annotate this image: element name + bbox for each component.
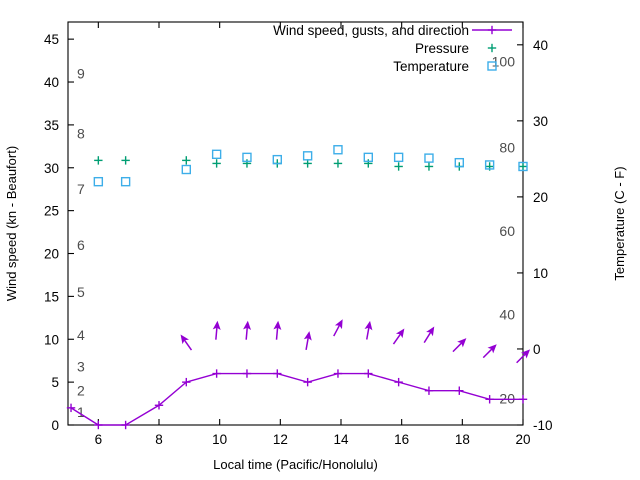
y-tick-label: 5 bbox=[51, 375, 59, 390]
beaufort-inner-label: 1 bbox=[77, 404, 85, 420]
fahrenheit-inner-label: 40 bbox=[499, 307, 515, 323]
y2-tick-label: 20 bbox=[533, 190, 548, 205]
beaufort-inner-label: 3 bbox=[77, 359, 85, 375]
x-tick-label: 14 bbox=[333, 432, 349, 447]
beaufort-inner-label: 5 bbox=[77, 284, 85, 300]
beaufort-inner-label: 8 bbox=[77, 125, 85, 141]
x-tick-label: 12 bbox=[273, 432, 288, 447]
temperature-point bbox=[272, 154, 282, 165]
beaufort-inner-label: 7 bbox=[77, 181, 85, 197]
wind-direction-arrow bbox=[516, 349, 531, 364]
fahrenheit-inner-label: 20 bbox=[499, 390, 515, 406]
legend-label-square: Temperature bbox=[393, 59, 469, 74]
temperature-point bbox=[242, 152, 252, 163]
wind-direction-arrow bbox=[452, 338, 467, 353]
wind-direction-arrow bbox=[392, 328, 405, 345]
legend-sample-marker bbox=[487, 61, 497, 71]
temperature-point bbox=[454, 157, 464, 168]
y-tick-label: 25 bbox=[44, 204, 59, 219]
temperature-point bbox=[424, 153, 434, 163]
fahrenheit-inner-label: 100 bbox=[492, 54, 516, 70]
y2-axis-title: Temperature (C - F) bbox=[612, 166, 627, 280]
legend-label-plus: Pressure bbox=[415, 41, 469, 56]
temperature-point bbox=[518, 161, 528, 172]
beaufort-inner-label: 4 bbox=[77, 327, 85, 343]
plot-frame bbox=[67, 21, 524, 426]
y2-tick-label: -10 bbox=[533, 418, 553, 433]
y-tick-label: 40 bbox=[44, 75, 59, 90]
y2-tick-label: 30 bbox=[533, 114, 548, 129]
x-tick-label: 16 bbox=[394, 432, 409, 447]
y-axis-title: Wind speed (kn - Beaufort) bbox=[4, 146, 19, 301]
y2-tick-label: 40 bbox=[533, 38, 548, 53]
wind-direction-arrow bbox=[273, 320, 282, 340]
y-tick-label: 45 bbox=[44, 32, 59, 47]
wind-direction-arrow bbox=[333, 319, 343, 337]
temperature-point bbox=[181, 164, 192, 175]
y2-tick-label: 10 bbox=[533, 266, 548, 281]
wind-direction-arrow bbox=[423, 326, 435, 343]
temperature-point bbox=[120, 176, 131, 187]
beaufort-inner-label: 9 bbox=[77, 65, 85, 81]
x-tick-label: 8 bbox=[155, 432, 163, 447]
temperature-point bbox=[333, 145, 343, 155]
wind-direction-arrow bbox=[180, 334, 193, 351]
wind-direction-arrow bbox=[243, 320, 252, 340]
x-axis-title: Local time (Pacific/Honolulu) bbox=[213, 457, 378, 472]
temperature-point bbox=[302, 151, 313, 161]
x-tick-label: 10 bbox=[212, 432, 227, 447]
temperature-point bbox=[93, 176, 104, 187]
beaufort-inner-label: 2 bbox=[77, 383, 85, 399]
legend-label-line-plus: Wind speed, gusts, and direction bbox=[273, 23, 469, 38]
y-tick-label: 10 bbox=[44, 332, 59, 347]
wind-direction-arrow bbox=[212, 320, 221, 340]
temperature-point bbox=[211, 149, 222, 160]
x-tick-label: 6 bbox=[95, 432, 103, 447]
wind-direction-arrow bbox=[482, 344, 497, 359]
fahrenheit-inner-label: 80 bbox=[499, 139, 515, 155]
fahrenheit-inner-label: 60 bbox=[499, 223, 515, 239]
temperature-point bbox=[484, 160, 495, 170]
y-tick-label: 30 bbox=[44, 161, 59, 176]
x-tick-label: 18 bbox=[455, 432, 470, 447]
wind-speed-line bbox=[70, 372, 523, 426]
x-tick-label: 20 bbox=[515, 432, 530, 447]
wind-direction-arrow bbox=[364, 320, 373, 340]
y-tick-label: 0 bbox=[51, 418, 59, 433]
y2-tick-label: 0 bbox=[533, 342, 541, 357]
y-tick-label: 35 bbox=[44, 118, 59, 133]
temperature-point bbox=[363, 152, 373, 163]
y-tick-label: 15 bbox=[44, 289, 59, 304]
wind-direction-arrow bbox=[303, 331, 312, 350]
beaufort-inner-label: 6 bbox=[77, 237, 85, 253]
y-tick-label: 20 bbox=[44, 247, 59, 262]
temperature-point bbox=[393, 152, 404, 163]
